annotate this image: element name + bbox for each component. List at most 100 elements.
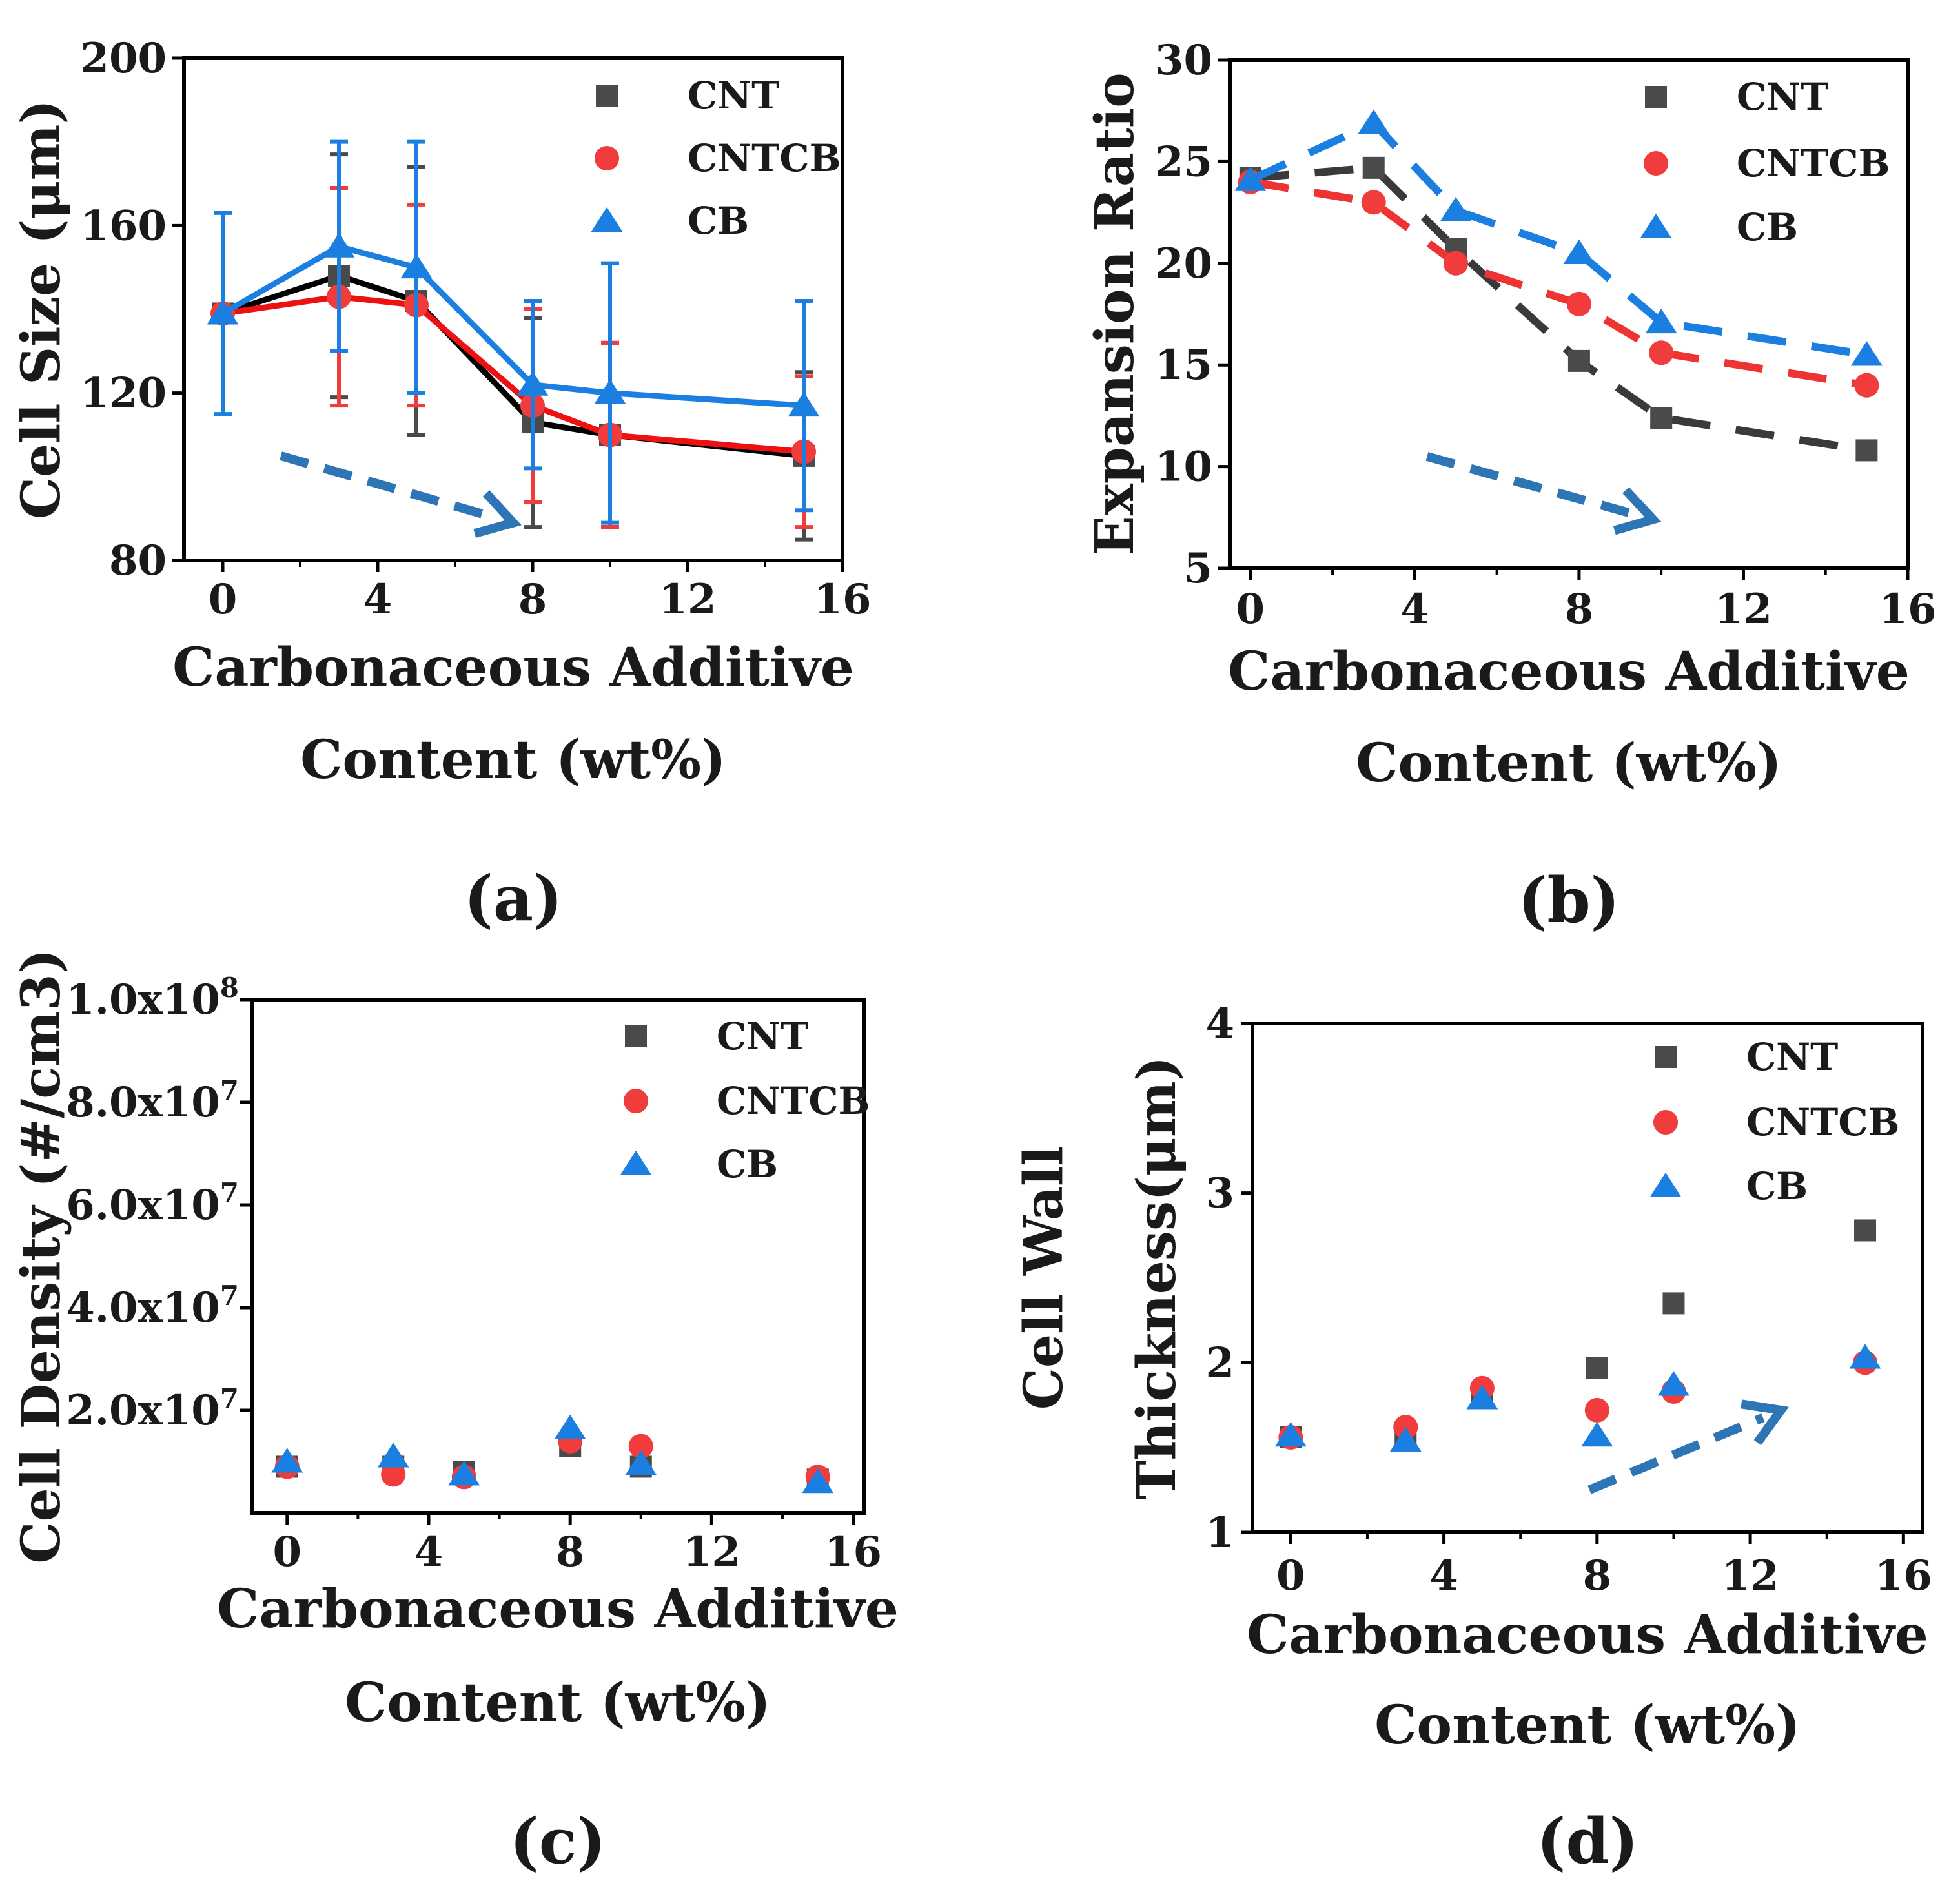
data-point (1586, 1357, 1608, 1379)
legend-marker (623, 1088, 649, 1114)
legend-marker (591, 207, 623, 232)
data-point (377, 1443, 409, 1468)
data-point (1855, 439, 1878, 462)
data-point (594, 379, 626, 404)
data-point (1645, 308, 1677, 334)
data-point (554, 1414, 586, 1439)
legend-label: CNT (717, 1014, 808, 1058)
data-point (1581, 1422, 1613, 1447)
data-point (802, 1468, 834, 1494)
x-axis-title-line1: Carbonaceous Additive (1247, 1604, 1928, 1666)
series-cnt (1280, 1219, 1877, 1450)
arrow-shaft (280, 451, 496, 522)
data-point (1662, 1292, 1685, 1315)
legend-label: CNTCB (1737, 141, 1890, 185)
x-tick-label: 12 (658, 575, 716, 624)
data-point (1854, 373, 1879, 398)
x-tick-label: 4 (414, 1528, 444, 1576)
y-tick-label: 25 (1155, 138, 1212, 186)
legend-marker (1653, 1109, 1679, 1135)
x-tick-label: 0 (273, 1528, 302, 1576)
legend-marker (1649, 1172, 1682, 1197)
x-tick-label: 12 (1722, 1552, 1779, 1600)
series-cnt (276, 1435, 829, 1491)
plot-frame (1251, 1022, 1924, 1534)
y-tick-label: 15 (1155, 341, 1212, 389)
x-tick-label: 12 (1715, 585, 1772, 633)
x-tick-label: 4 (363, 575, 393, 624)
y-tick-label: 20 (1155, 240, 1212, 288)
y-tick-label: 8.0x107 (66, 1074, 239, 1127)
y-axis-title: Cell Size (μm) (10, 99, 72, 519)
plot-frame (250, 998, 866, 1515)
data-point (1362, 156, 1385, 179)
y-tick-label: 5 (1183, 544, 1212, 593)
y-tick-label: 2.0x107 (66, 1382, 239, 1435)
x-axis-title-line1: Carbonaceous Additive (217, 1578, 899, 1640)
y-axis-title: Cell Density (#/cm3) (10, 949, 72, 1564)
legend-marker (1645, 86, 1667, 108)
data-point (1584, 1397, 1609, 1423)
data-point (1854, 1219, 1877, 1242)
data-point (1361, 190, 1386, 215)
data-point (1274, 1422, 1307, 1447)
legend-label: CB (1737, 205, 1798, 249)
legend-label: CB (717, 1142, 778, 1186)
data-point (381, 1462, 406, 1487)
y-tick-label: 1.0x108 (66, 972, 239, 1024)
series-cb (271, 1414, 834, 1494)
legend-marker (596, 85, 618, 107)
series-cntcb (1278, 1350, 1878, 1450)
x-tick-label: 8 (1583, 1552, 1612, 1600)
legend-marker (1655, 1046, 1677, 1068)
x-tick-label: 16 (1879, 585, 1936, 633)
y-tick-label: 160 (80, 201, 167, 250)
plot-frame (182, 56, 844, 562)
data-point (628, 1434, 653, 1459)
x-tick-label: 16 (1875, 1552, 1932, 1600)
data-point (1649, 340, 1674, 365)
data-point (448, 1461, 480, 1486)
legend-marker (620, 1150, 652, 1175)
legend-marker (625, 1025, 647, 1047)
panel-label: (b) (1518, 864, 1620, 937)
x-tick-label: 4 (1429, 1552, 1458, 1600)
data-point (271, 1448, 303, 1473)
legend-label: CNT (688, 74, 779, 118)
panel-label: (d) (1536, 1805, 1638, 1878)
legend: CNT CNTCB CB (591, 74, 841, 243)
trend-arrow (1587, 1399, 1789, 1494)
legend-label: CNTCB (717, 1079, 870, 1123)
x-tick-label: 8 (556, 1528, 585, 1576)
series-line (1249, 119, 1868, 359)
legend: CNT CNTCB CB (1649, 1035, 1900, 1208)
series-cb (1234, 109, 1883, 366)
x-tick-label: 8 (1565, 585, 1594, 633)
data-point (1567, 349, 1590, 372)
series-line (221, 243, 804, 409)
legend-label: CB (1746, 1164, 1808, 1208)
series-cntcb (274, 1428, 830, 1490)
data-point (1658, 1371, 1689, 1396)
x-tick-label: 12 (683, 1528, 740, 1576)
y-axis-title-line2: Thickness(μm) (1126, 1056, 1188, 1499)
legend-label: CNTCB (1746, 1100, 1900, 1144)
arrow-head (1741, 1399, 1789, 1446)
legend-label: CNT (1746, 1035, 1838, 1079)
y-tick-label: 1 (1205, 1508, 1234, 1557)
series-line (1250, 163, 1868, 455)
y-tick-label: 80 (109, 537, 167, 585)
x-tick-label: 0 (1236, 585, 1265, 633)
legend-marker (1640, 213, 1672, 238)
series-cb (1274, 1344, 1881, 1452)
legend-label: CNTCB (688, 136, 841, 180)
series-cnt (1239, 156, 1878, 462)
data-point (788, 391, 820, 417)
arrow-head (473, 490, 522, 538)
panel-label: (a) (464, 862, 562, 935)
arrow-shaft (1587, 1413, 1765, 1494)
trend-arrow (280, 451, 522, 538)
series-cntcb (1238, 169, 1879, 398)
